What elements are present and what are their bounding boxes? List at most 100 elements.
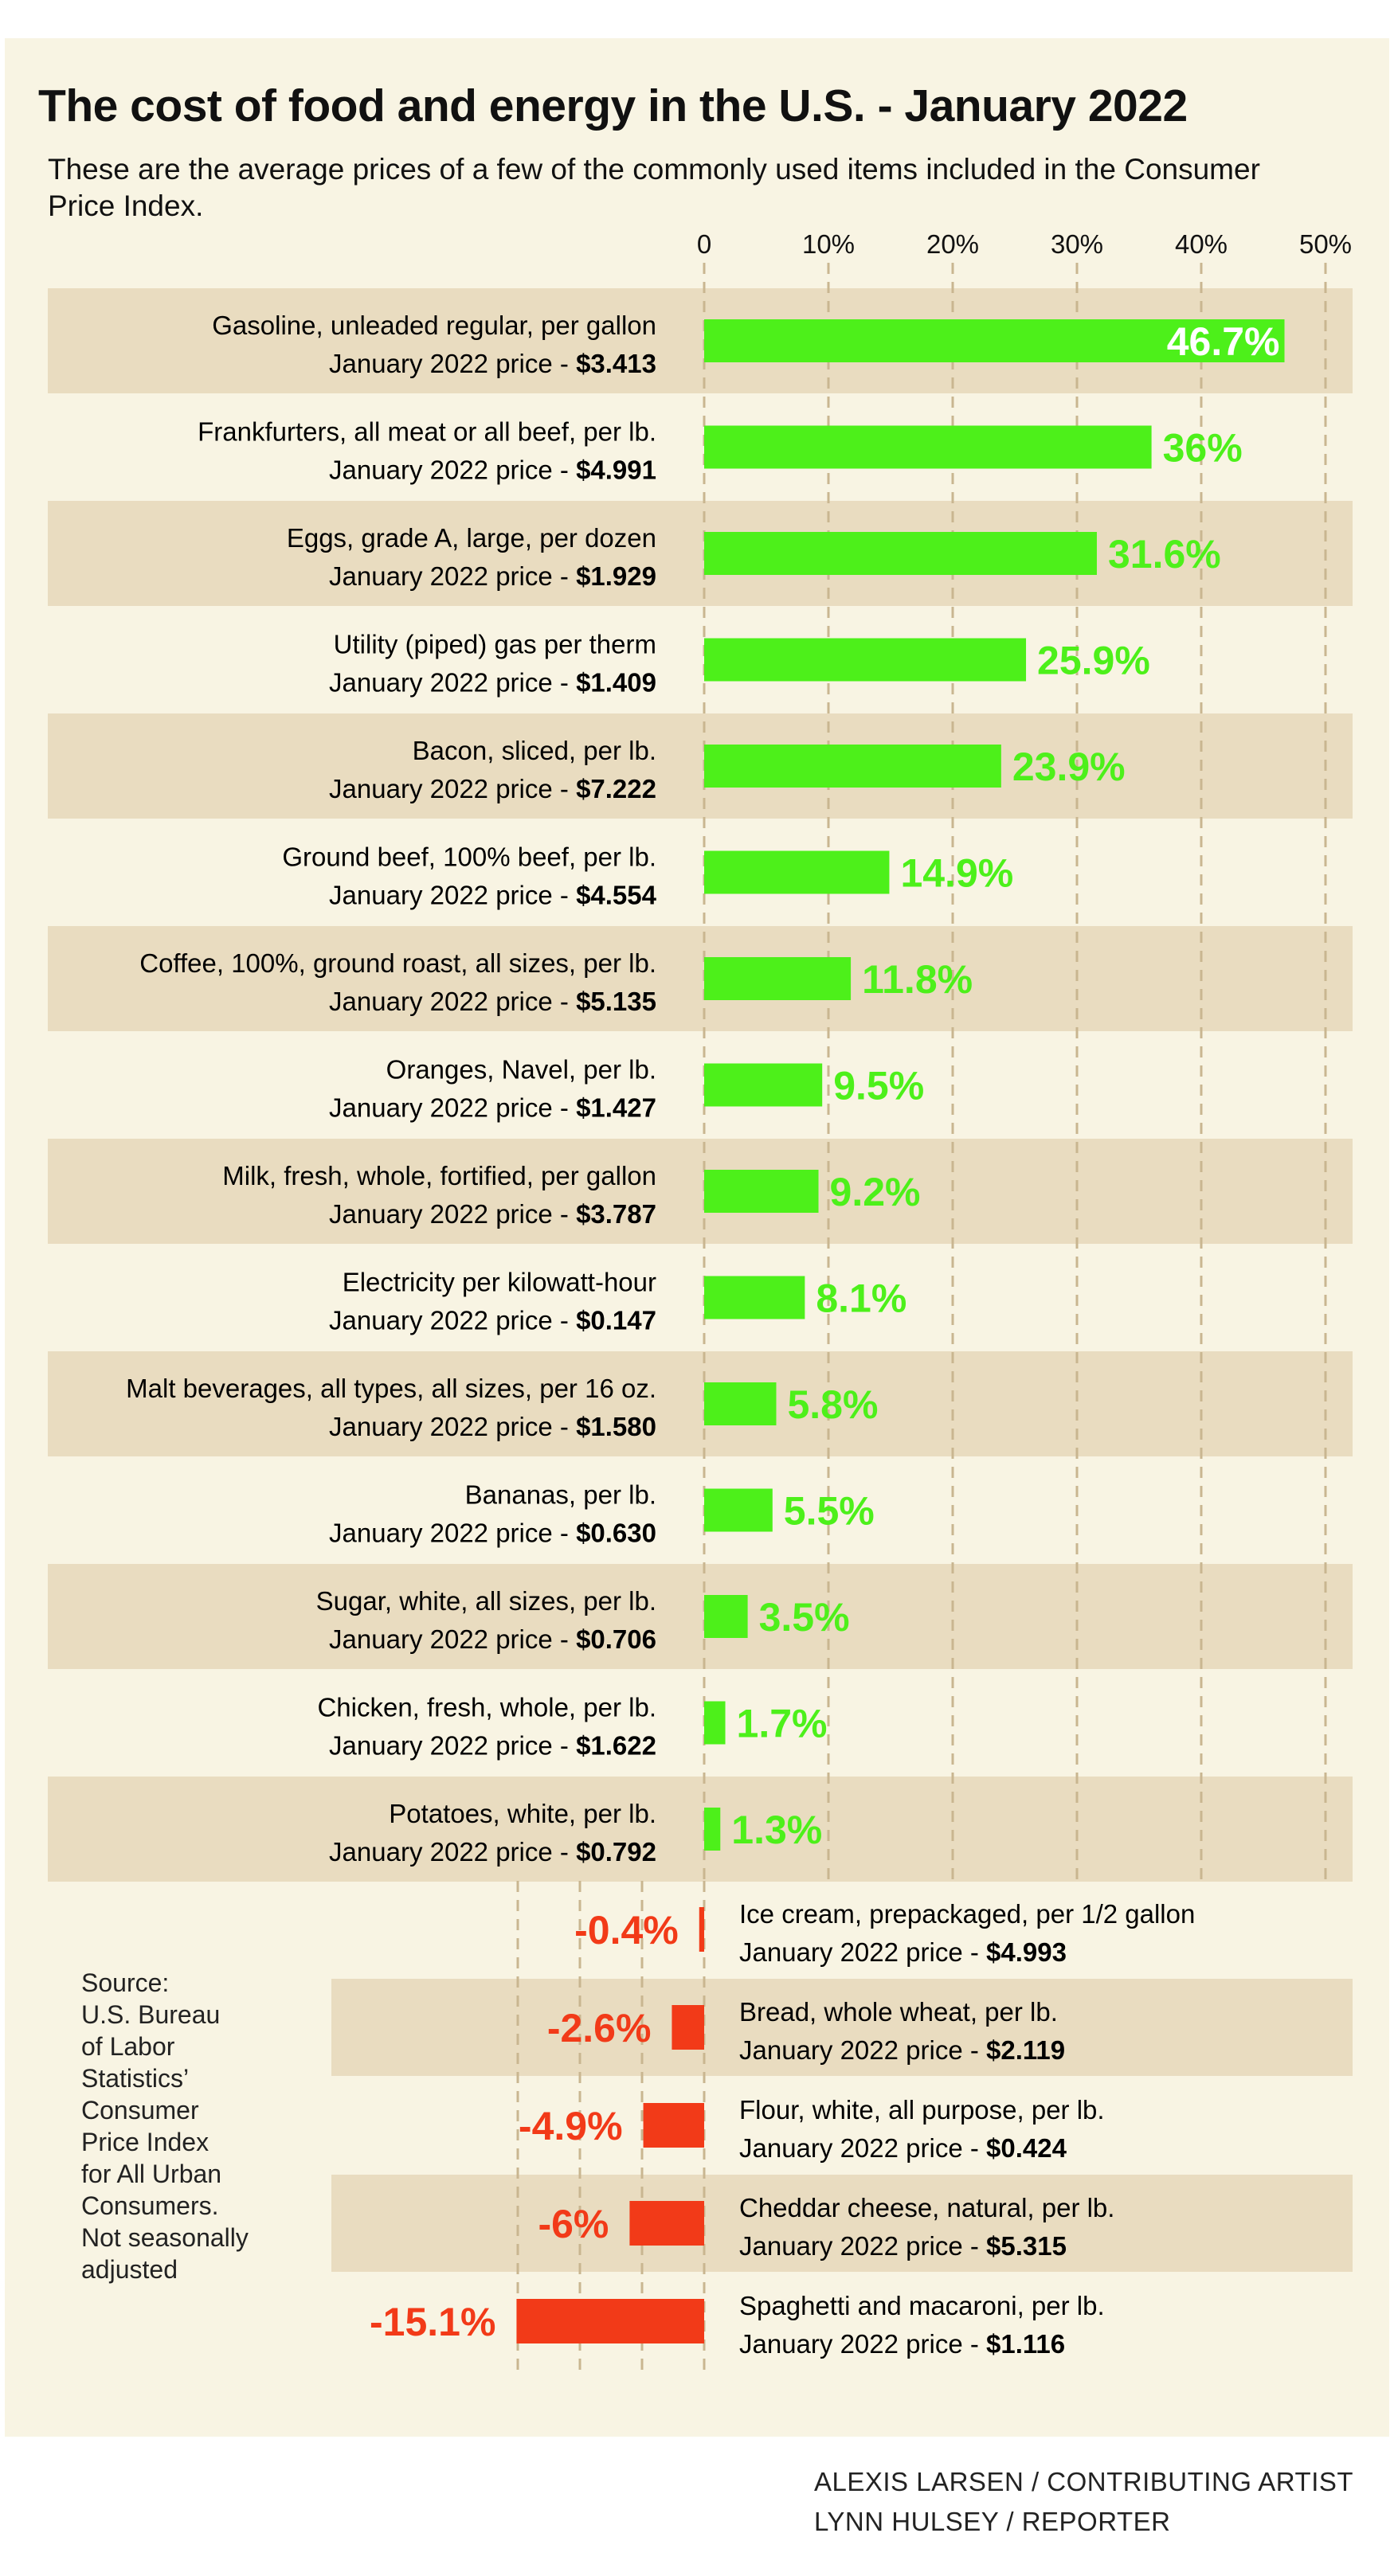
item-labels: Gasoline, unleaded regular, per gallon Ja… xyxy=(126,311,1195,2359)
item-name: Malt beverages, all types, all sizes, pe… xyxy=(126,1374,656,1403)
item-price: January 2022 price - $5.135 xyxy=(329,987,656,1016)
bar xyxy=(704,850,890,894)
value-label: 46.7% xyxy=(1167,319,1280,364)
value-label: 3.5% xyxy=(759,1595,850,1640)
bar xyxy=(629,2201,704,2246)
item-name: Sugar, white, all sizes, per lb. xyxy=(316,1586,656,1616)
row-band xyxy=(48,1777,1353,1882)
value-label: -2.6% xyxy=(547,2006,652,2050)
row-bands xyxy=(48,288,1353,2272)
bar xyxy=(516,2299,704,2343)
price-value: $0.147 xyxy=(576,1306,656,1335)
item-name: Eggs, grade A, large, per dozen xyxy=(287,523,656,553)
x-tick-label: 30% xyxy=(1051,229,1103,259)
bar xyxy=(704,532,1097,575)
item-name: Coffee, 100%, ground roast, all sizes, p… xyxy=(139,948,656,978)
item-name: Cheddar cheese, natural, per lb. xyxy=(739,2193,1114,2222)
value-labels: 46.7% 36% 31.6% 25.9% 23.9% 14.9% 11.8% 9.5% 9.2… xyxy=(370,319,1280,2344)
bar xyxy=(704,957,852,1000)
value-label: 5.8% xyxy=(787,1382,878,1427)
price-prefix: January 2022 price - xyxy=(329,987,576,1016)
price-prefix: January 2022 price - xyxy=(329,1519,576,1548)
row-band xyxy=(331,2175,1353,2272)
bar xyxy=(704,425,1152,469)
item-price: January 2022 price - $1.427 xyxy=(329,1093,656,1123)
bar xyxy=(704,1701,726,1745)
price-prefix: January 2022 price - xyxy=(329,881,576,910)
credit-reporter: LYNN HULSEY / REPORTER xyxy=(814,2507,1171,2536)
item-price: January 2022 price - $0.792 xyxy=(329,1837,656,1867)
item-name: Potatoes, white, per lb. xyxy=(389,1799,656,1828)
price-value: $1.116 xyxy=(986,2329,1065,2359)
value-label: 23.9% xyxy=(1012,745,1126,789)
price-prefix: January 2022 price - xyxy=(739,1937,986,1967)
price-prefix: January 2022 price - xyxy=(739,2231,986,2261)
value-label: 31.6% xyxy=(1108,532,1221,577)
price-prefix: January 2022 price - xyxy=(329,1624,576,1654)
price-value: $5.315 xyxy=(986,2231,1067,2261)
bar xyxy=(704,745,1001,788)
x-tick-label: 0 xyxy=(697,229,711,259)
bar xyxy=(704,1276,805,1319)
price-prefix: January 2022 price - xyxy=(329,774,576,803)
price-prefix: January 2022 price - xyxy=(329,1199,576,1229)
bar xyxy=(704,1063,823,1107)
value-label: 9.5% xyxy=(833,1064,924,1108)
item-price: January 2022 price - $1.409 xyxy=(329,668,656,698)
price-prefix: January 2022 price - xyxy=(329,1093,576,1123)
item-name: Spaghetti and macaroni, per lb. xyxy=(739,2291,1105,2320)
value-label: 1.3% xyxy=(731,1808,822,1852)
item-name: Ice cream, prepackaged, per 1/2 gallon xyxy=(739,1899,1195,1929)
row-band xyxy=(331,1979,1353,2076)
value-label: -6% xyxy=(538,2202,609,2246)
price-prefix: January 2022 price - xyxy=(329,349,576,378)
price-value: $0.630 xyxy=(576,1519,656,1548)
x-axis-ticks: 0 10% 20% 30% 40% 50% xyxy=(697,229,1352,259)
value-label: 36% xyxy=(1163,426,1243,471)
x-tick-label: 20% xyxy=(926,229,979,259)
price-value: $2.119 xyxy=(986,2035,1065,2065)
chart-subtitle: These are the average prices of a few of… xyxy=(48,153,1260,222)
price-value: $3.413 xyxy=(576,349,656,378)
item-name: Gasoline, unleaded regular, per gallon xyxy=(212,311,656,340)
bar xyxy=(699,1907,704,1952)
price-prefix: January 2022 price - xyxy=(329,1731,576,1761)
item-price: January 2022 price - $2.119 xyxy=(739,2035,1065,2065)
price-value: $0.424 xyxy=(986,2133,1067,2163)
price-value: $1.929 xyxy=(576,561,656,591)
bars xyxy=(516,319,1285,2343)
item-name: Bacon, sliced, per lb. xyxy=(413,736,656,765)
price-value: $0.706 xyxy=(576,1624,656,1654)
row-band xyxy=(48,713,1353,819)
row-band xyxy=(48,926,1353,1031)
item-price: January 2022 price - $4.554 xyxy=(329,881,657,910)
item-price: January 2022 price - $4.991 xyxy=(329,455,656,485)
price-prefix: January 2022 price - xyxy=(739,2035,986,2065)
item-price: January 2022 price - $0.147 xyxy=(329,1306,656,1335)
credit-artist: ALEXIS LARSEN / CONTRIBUTING ARTIST xyxy=(814,2467,1354,2496)
bar xyxy=(672,2005,704,2050)
row-band xyxy=(48,501,1353,606)
value-label: 8.1% xyxy=(816,1276,906,1321)
value-label: 9.2% xyxy=(830,1170,921,1214)
item-name: Utility (piped) gas per therm xyxy=(334,630,656,659)
price-value: $1.427 xyxy=(576,1093,656,1123)
source-note: Source: U.S. Bureau of Labor Statistics’… xyxy=(81,1968,249,2284)
bar xyxy=(704,1808,721,1851)
bar xyxy=(704,1170,819,1213)
price-prefix: January 2022 price - xyxy=(329,1306,576,1335)
price-value: $5.135 xyxy=(576,987,656,1016)
item-name: Chicken, fresh, whole, per lb. xyxy=(317,1693,656,1722)
row-band xyxy=(48,1564,1353,1669)
value-label: 5.5% xyxy=(784,1489,875,1534)
bar xyxy=(643,2103,704,2148)
x-tick-label: 40% xyxy=(1175,229,1228,259)
price-value: $7.222 xyxy=(576,774,656,803)
x-tick-label: 50% xyxy=(1299,229,1352,259)
price-value: $3.787 xyxy=(576,1199,656,1229)
price-prefix: January 2022 price - xyxy=(329,455,576,485)
price-value: $4.993 xyxy=(986,1937,1067,1967)
item-price: January 2022 price - $4.993 xyxy=(739,1937,1067,1967)
bar xyxy=(704,319,1285,362)
